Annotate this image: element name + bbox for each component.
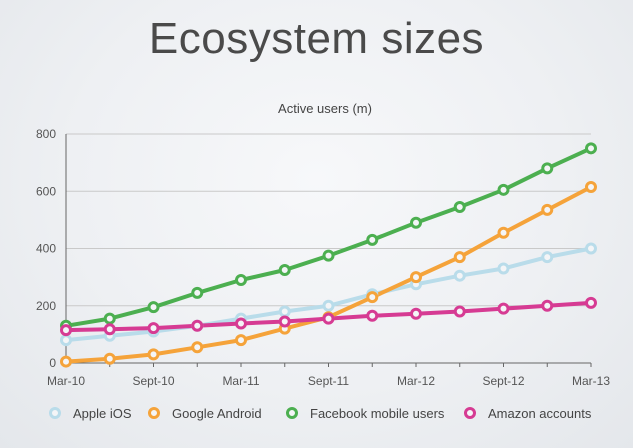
y-tick-label: 400 (36, 242, 56, 256)
data-point (103, 352, 116, 365)
data-point (322, 249, 335, 262)
data-point (366, 233, 379, 246)
data-point (410, 216, 422, 229)
data-point (497, 226, 510, 239)
x-tick-label: Sept-10 (132, 374, 174, 388)
data-point (366, 309, 379, 322)
data-point (410, 271, 422, 284)
series-points (60, 142, 597, 368)
x-tick-label: Sept-11 (308, 374, 349, 388)
legend-item: Apple iOS (49, 406, 132, 421)
x-tick-label: Mar-12 (397, 374, 435, 388)
legend-marker (464, 407, 476, 419)
legend-label: Amazon accounts (488, 406, 592, 421)
chart-title: Active users (m) (278, 101, 372, 116)
series-line (64, 185, 593, 364)
data-point (585, 242, 597, 255)
data-point (453, 269, 466, 282)
legend-marker (286, 407, 298, 419)
data-point (191, 319, 204, 332)
data-point (235, 317, 247, 330)
data-point (322, 299, 335, 312)
legend-item: Facebook mobile users (286, 406, 445, 421)
data-point (191, 286, 204, 299)
data-point (366, 291, 379, 304)
data-point (585, 296, 597, 309)
data-point (147, 348, 160, 361)
x-tick-label: Mar-10 (47, 374, 85, 388)
data-point (410, 307, 422, 320)
data-point (453, 200, 466, 213)
axes: 0 200 400 600 800 Mar-10 Sept-10 Mar-11 Sept-11 M… (36, 127, 610, 388)
data-point (541, 162, 554, 175)
data-point (147, 301, 160, 314)
data-point (60, 324, 72, 337)
y-tick-label: 600 (36, 184, 56, 198)
legend-label: Google Android (172, 406, 262, 421)
legend: Apple iOS Google Android Facebook mobile u… (49, 406, 592, 421)
data-point (278, 305, 291, 318)
x-tick-label: Mar-13 (572, 374, 610, 388)
data-point (497, 302, 510, 315)
data-point (497, 183, 510, 196)
data-point (235, 334, 247, 347)
legend-marker (148, 407, 160, 419)
data-point (453, 251, 466, 264)
data-point (278, 315, 291, 328)
legend-item: Amazon accounts (464, 406, 592, 421)
data-point (541, 251, 554, 264)
data-point (278, 263, 291, 276)
series-line (64, 146, 593, 328)
data-point (453, 305, 466, 318)
legend-item: Google Android (148, 406, 262, 421)
y-tick-label: 800 (36, 127, 56, 141)
y-tick-label: 200 (36, 299, 56, 313)
legend-label: Apple iOS (73, 406, 132, 421)
legend-label: Facebook mobile users (310, 406, 445, 421)
data-point (103, 323, 116, 336)
data-point (191, 341, 204, 354)
data-point (60, 334, 72, 347)
data-point (322, 312, 335, 325)
data-point (235, 273, 247, 286)
data-point (497, 262, 510, 275)
slide-title: Ecosystem sizes (148, 14, 485, 63)
data-point (585, 142, 597, 155)
y-tick-label: 0 (49, 356, 56, 370)
legend-marker (49, 407, 61, 419)
data-point (541, 203, 554, 216)
x-tick-label: Sept-12 (482, 374, 524, 388)
gridlines (66, 133, 591, 307)
x-tick-label: Mar-11 (222, 374, 259, 388)
data-point (60, 355, 72, 368)
data-point (103, 312, 116, 325)
data-point (147, 322, 160, 335)
data-point (585, 180, 597, 193)
data-point (541, 299, 554, 312)
